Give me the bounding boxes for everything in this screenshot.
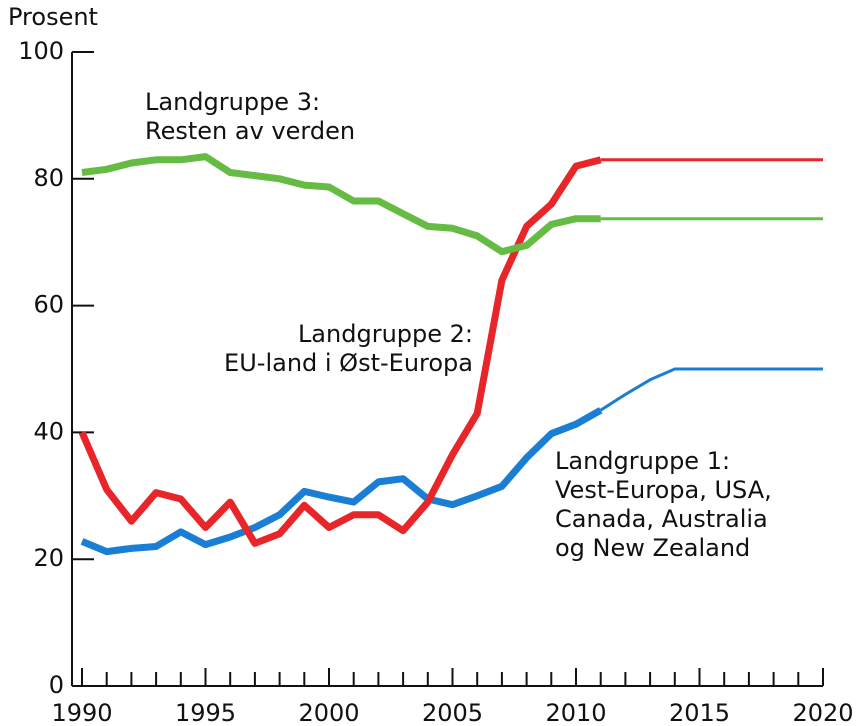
y-tick-label: 100: [18, 37, 64, 65]
y-tick-label: 40: [33, 417, 64, 445]
series-label-line: Landgruppe 2:: [298, 320, 473, 348]
y-tick-label: 0: [49, 671, 64, 699]
series-label-line: Landgruppe 1:: [555, 447, 730, 475]
x-tick-label: 2005: [422, 699, 483, 726]
series-line: [78, 156, 602, 547]
x-tick-label: 1990: [51, 699, 112, 726]
series-label: Landgruppe 3: Resten av verden: [145, 88, 355, 145]
series-label-line: Landgruppe 3:: [145, 88, 320, 116]
x-tick-label: 2020: [792, 699, 853, 726]
y-tick-label: 60: [33, 291, 64, 319]
series-label-line: Canada, Australia: [555, 505, 768, 533]
series-label: Landgruppe 2: EU-land i Øst-Europa: [224, 320, 473, 377]
y-tick-label: 80: [33, 164, 64, 192]
x-tick-label: 2000: [298, 699, 359, 726]
series-line: [81, 153, 601, 256]
series-line: [80, 407, 603, 556]
series-label: Landgruppe 1: Vest-Europa, USA, Canada, Au…: [555, 447, 772, 562]
x-tick-label: 2010: [545, 699, 606, 726]
series-line: [599, 367, 823, 412]
series-label-line: Vest-Europa, USA,: [555, 476, 772, 504]
x-tick-label: 2015: [669, 699, 730, 726]
y-tick-label: 20: [33, 544, 64, 572]
series-label-line: Resten av verden: [145, 117, 355, 145]
x-tick-label: 1995: [175, 699, 236, 726]
series-label-line: EU-land i Øst-Europa: [224, 349, 473, 377]
y-axis-label: Prosent: [8, 3, 98, 31]
series-label-line: og New Zealand: [555, 534, 750, 562]
